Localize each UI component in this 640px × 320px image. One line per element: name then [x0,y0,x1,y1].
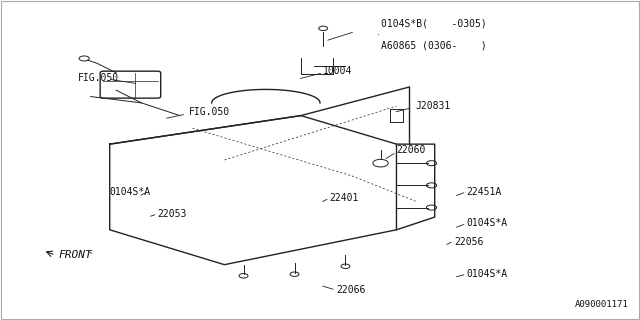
Text: 22401: 22401 [330,193,359,203]
Text: 22056: 22056 [454,237,483,247]
Text: A090001171: A090001171 [575,300,629,309]
Text: 0104S*B(    -0305): 0104S*B( -0305) [381,19,486,28]
Text: 10004: 10004 [323,66,353,76]
Text: 0104S*A: 0104S*A [467,269,508,279]
Text: FIG.050: FIG.050 [78,73,119,83]
Text: A60865 (0306-    ): A60865 (0306- ) [381,41,486,51]
Text: FIG.050: FIG.050 [189,108,230,117]
Text: 0104S*A: 0104S*A [109,187,151,197]
Text: FRONT: FRONT [59,250,93,260]
Text: 22451A: 22451A [467,187,502,197]
Text: 0104S*A: 0104S*A [467,219,508,228]
Text: 22060: 22060 [396,146,426,156]
Text: J20831: J20831 [415,101,451,111]
Text: 22053: 22053 [157,209,187,219]
Text: 22066: 22066 [336,285,365,295]
